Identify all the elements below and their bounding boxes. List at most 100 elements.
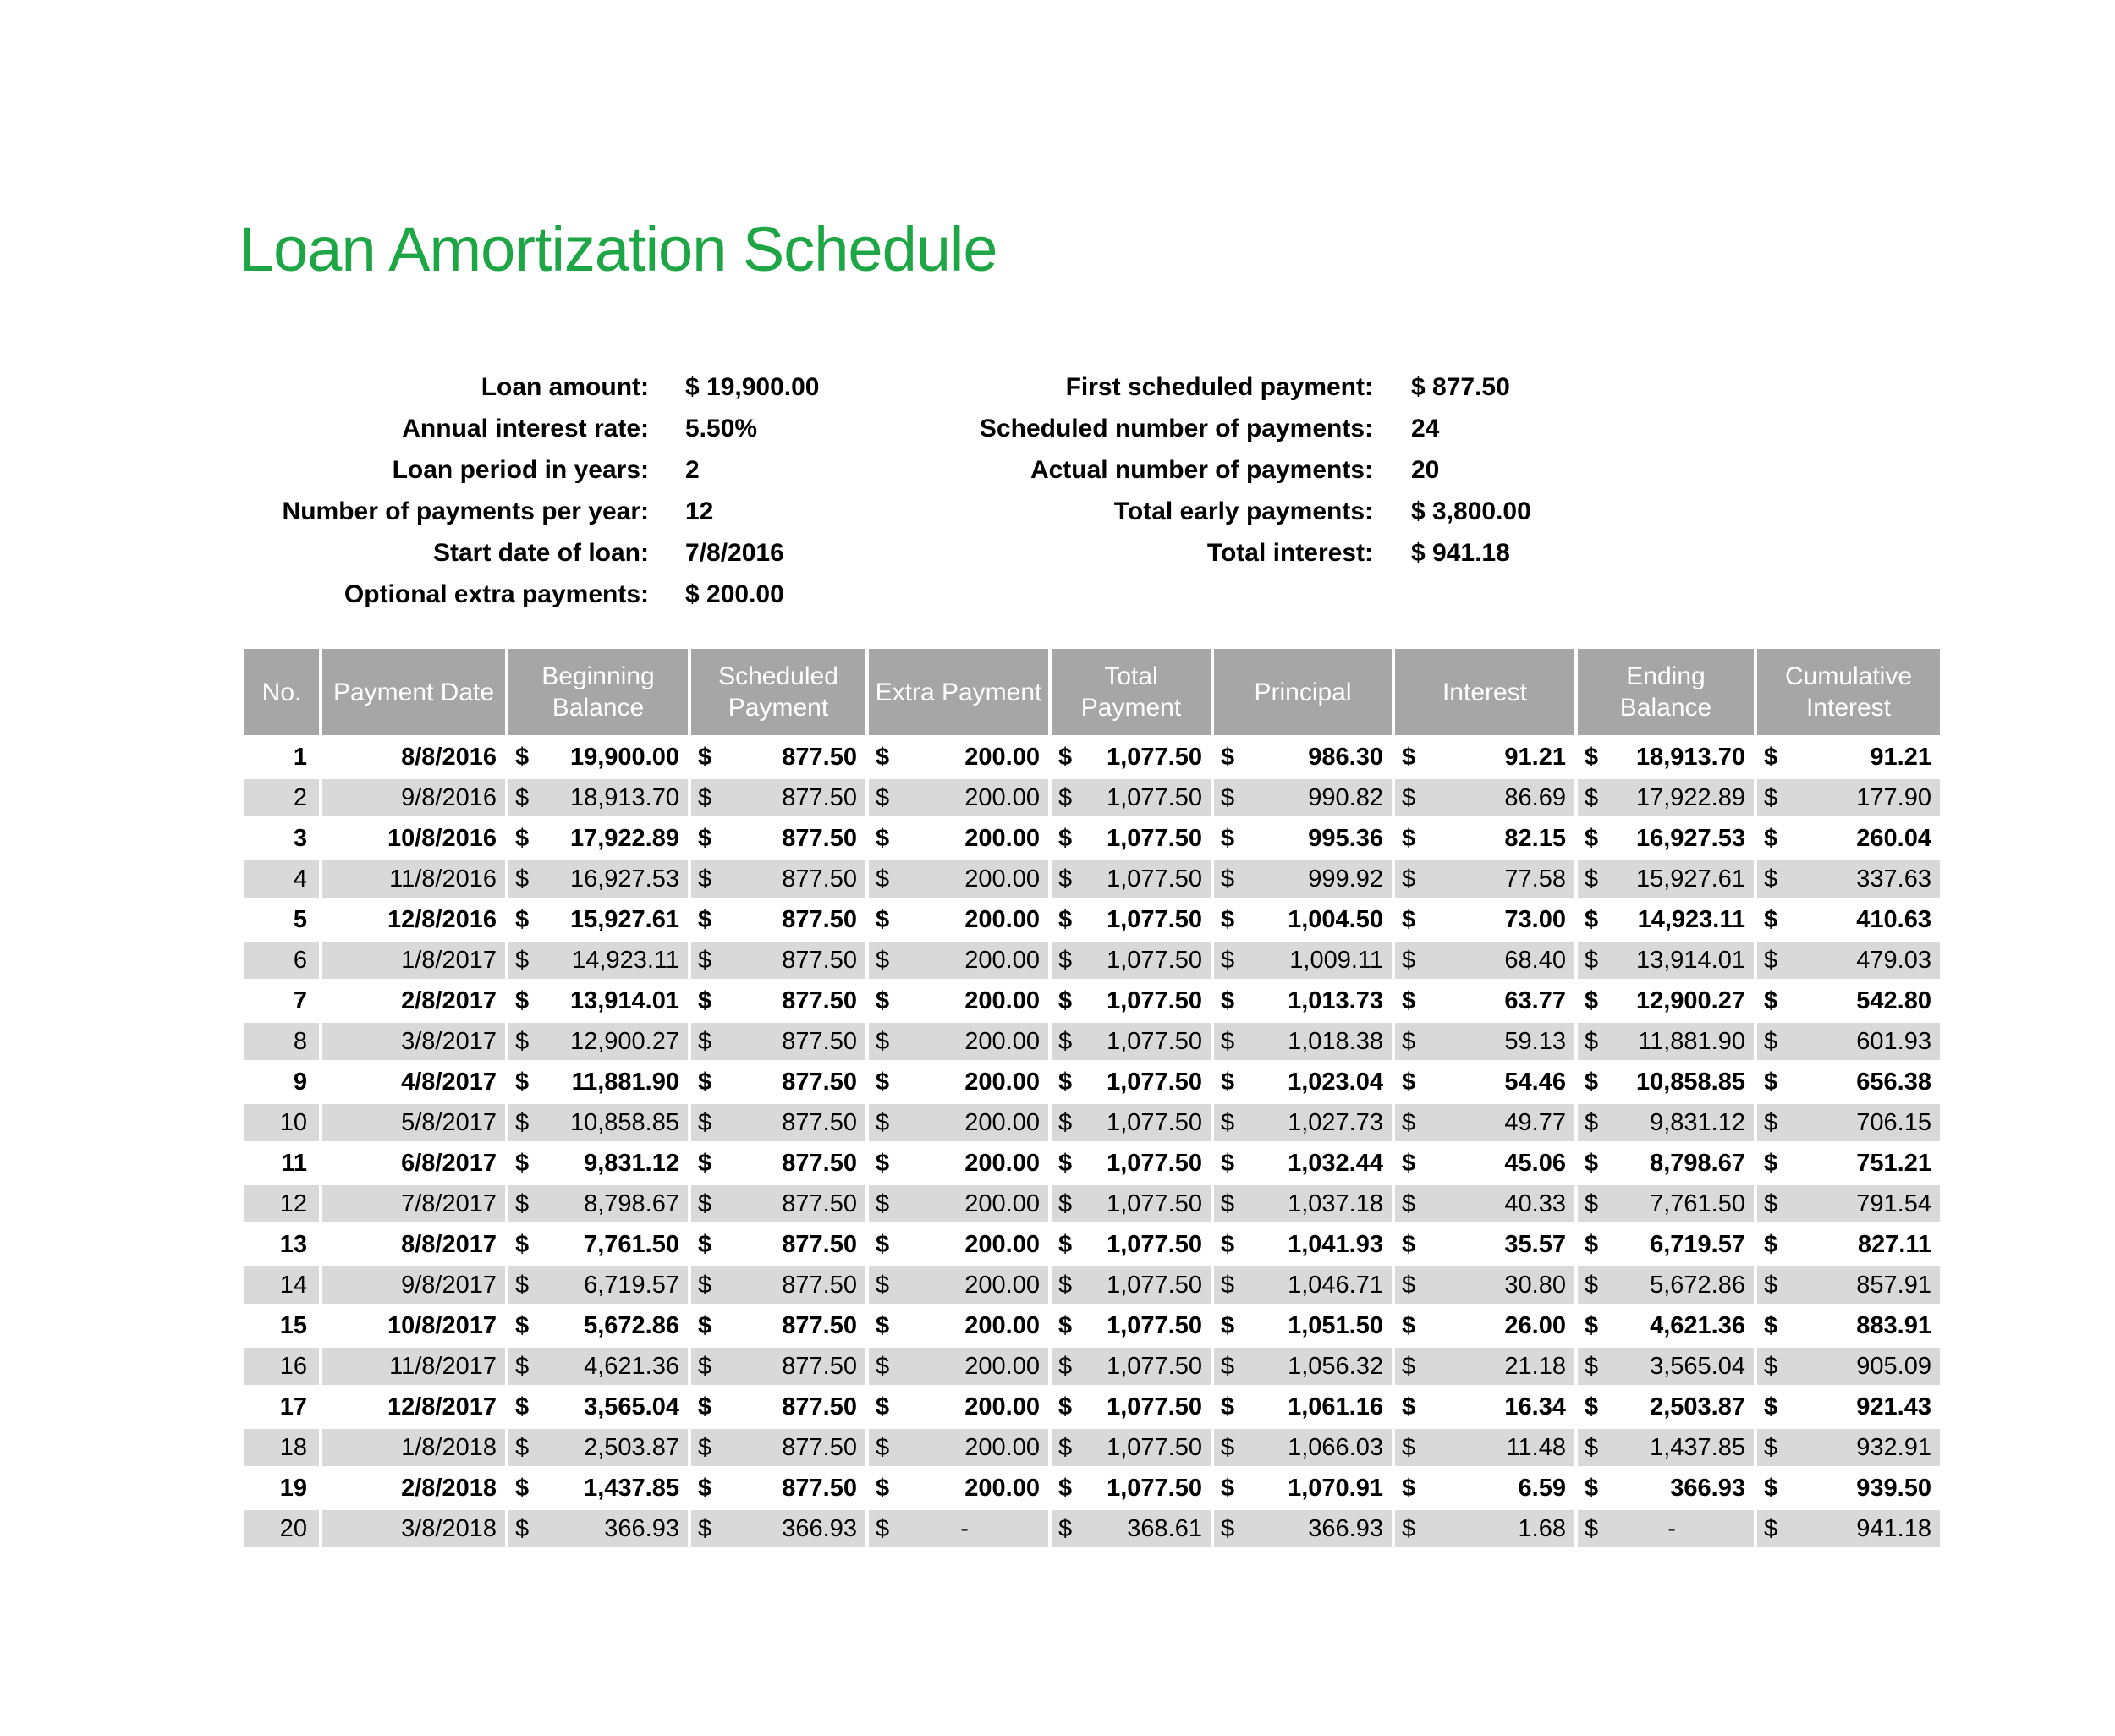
dollar-sign: $ (515, 1068, 530, 1096)
table-row: 10 5/8/2017 $10,858.85 $877.50 $200.00 $1,077… (244, 1104, 1940, 1141)
amount-value: 19,900.00 (569, 743, 679, 771)
cell-amount: $366.93 (508, 1510, 688, 1547)
amount-value: 877.50 (782, 1352, 857, 1380)
amount-value: 45.06 (1504, 1149, 1566, 1177)
cell-amount: $13,914.01 (508, 982, 688, 1019)
dollar-sign: $ (1221, 1189, 1235, 1217)
money-cell: $16,927.53 (1578, 825, 1754, 853)
money-cell: $1,041.93 (1214, 1231, 1392, 1259)
cell-amount: $1,077.50 (1052, 1348, 1211, 1385)
cell-amount: $1,077.50 (1052, 1226, 1211, 1263)
cell-amount: $1,077.50 (1052, 779, 1211, 816)
money-cell: $479.03 (1757, 947, 1940, 975)
cell-amount: $200.00 (869, 1266, 1048, 1304)
cell-payment-no: 12 (244, 1185, 319, 1222)
cell-amount: $932.91 (1757, 1429, 1940, 1466)
dollar-sign: $ (1221, 1230, 1235, 1258)
cell-amount: $200.00 (869, 1429, 1048, 1466)
cell-payment-date: 11/8/2016 (322, 860, 505, 898)
dollar-sign: $ (1221, 1108, 1235, 1136)
dollar-sign: $ (1585, 783, 1599, 811)
dollar-sign: $ (1402, 1271, 1416, 1299)
cell-amount: $40.33 (1395, 1185, 1574, 1222)
amount-value: 11,881.90 (1638, 1027, 1745, 1055)
dollar-sign: $ (515, 1027, 530, 1055)
cell-amount: $11,881.90 (1578, 1023, 1754, 1060)
summary-row: Loan period in years: 2 (241, 449, 819, 491)
money-cell: $791.54 (1757, 1190, 1940, 1218)
money-cell: $366.93 (1214, 1515, 1392, 1543)
dollar-sign: $ (1764, 824, 1778, 852)
amount-value: 200.00 (964, 1352, 1040, 1380)
table-row: 13 8/8/2017 $7,761.50 $877.50 $200.00 $1,077.… (244, 1226, 1940, 1263)
cell-payment-date: 10/8/2017 (322, 1307, 505, 1344)
summary-label: Start date of loan: (432, 538, 649, 567)
dollar-sign: $ (1585, 1108, 1599, 1136)
money-cell: $86.69 (1395, 784, 1574, 812)
amount-value: 16,927.53 (1635, 824, 1745, 852)
dollar-sign: $ (1402, 824, 1416, 852)
cell-payment-date: 7/8/2017 (322, 1185, 505, 1222)
dollar-sign: $ (1221, 1271, 1235, 1299)
money-cell: $1,437.85 (1578, 1434, 1754, 1462)
cell-amount: $91.21 (1395, 739, 1574, 776)
summary-label: Total early payments: (1113, 497, 1373, 525)
cell-amount: $883.91 (1757, 1307, 1940, 1344)
amount-value: 15,927.61 (569, 905, 679, 933)
money-cell: $35.57 (1395, 1231, 1574, 1259)
dollar-sign: $ (515, 1474, 530, 1502)
cell-amount: $366.93 (1214, 1510, 1392, 1547)
cell-payment-no: 9 (244, 1063, 319, 1101)
cell-amount: $1,023.04 (1214, 1063, 1392, 1101)
cell-amount: $877.50 (691, 1226, 865, 1263)
cell-amount: $6,719.57 (508, 1266, 688, 1304)
cell-amount: $68.40 (1395, 942, 1574, 979)
cell-amount: $1,437.85 (508, 1470, 688, 1507)
cell-amount: $200.00 (869, 942, 1048, 979)
amount-value: 6,719.57 (584, 1271, 679, 1299)
amount-value: 921.43 (1856, 1393, 1931, 1420)
cell-payment-date: 9/8/2017 (322, 1266, 505, 1304)
cell-amount: $1,077.50 (1052, 860, 1211, 898)
amount-value: 1,077.50 (1107, 1189, 1202, 1217)
money-cell: $200.00 (869, 1312, 1048, 1340)
cell-amount: $857.91 (1757, 1266, 1940, 1304)
dollar-sign: $ (698, 946, 712, 974)
amount-value: 200.00 (964, 1433, 1040, 1461)
cell-amount: $1,077.50 (1052, 1470, 1211, 1507)
dollar-sign: $ (876, 1027, 890, 1055)
dollar-sign: $ (1221, 865, 1235, 893)
money-cell: $939.50 (1757, 1475, 1940, 1503)
amount-value: 200.00 (964, 1271, 1040, 1299)
money-cell: $999.92 (1214, 865, 1392, 893)
cell-amount: $200.00 (869, 1104, 1048, 1141)
dollar-sign: $ (1402, 1068, 1416, 1096)
table-row: 2 9/8/2016 $18,913.70 $877.50 $200.00 $1,077.… (244, 779, 1940, 816)
cell-amount: $15,927.61 (508, 901, 688, 938)
dollar-sign: $ (1764, 1393, 1778, 1420)
cell-payment-no: 13 (244, 1226, 319, 1263)
cell-amount: $5,672.86 (1578, 1266, 1754, 1304)
amount-value: 1,077.50 (1107, 1068, 1202, 1096)
dollar-sign: $ (1402, 1474, 1416, 1502)
money-cell: $1,046.71 (1214, 1272, 1392, 1299)
amount-value: 59.13 (1504, 1027, 1566, 1055)
money-cell: $877.50 (691, 1393, 865, 1421)
amount-value: 30.80 (1504, 1271, 1566, 1299)
money-cell: $200.00 (869, 744, 1048, 772)
cell-amount: $921.43 (1757, 1388, 1940, 1426)
amount-value: 706.15 (1856, 1108, 1931, 1136)
dollar-sign: $ (1585, 743, 1599, 771)
cell-amount: $13,914.01 (1578, 942, 1754, 979)
table-row: 12 7/8/2017 $8,798.67 $877.50 $200.00 $1,077.… (244, 1185, 1940, 1222)
dollar-sign: $ (1585, 1271, 1599, 1299)
dollar-sign: $ (1585, 1514, 1599, 1542)
dollar-sign: $ (698, 1149, 712, 1177)
dollar-sign: $ (1402, 1230, 1416, 1258)
dollar-sign: $ (1764, 1230, 1778, 1258)
money-cell: $1,070.91 (1214, 1475, 1392, 1503)
amount-value: 1,077.50 (1107, 905, 1202, 933)
cell-amount: $1,056.32 (1214, 1348, 1392, 1385)
amount-value: 990.82 (1308, 783, 1383, 811)
